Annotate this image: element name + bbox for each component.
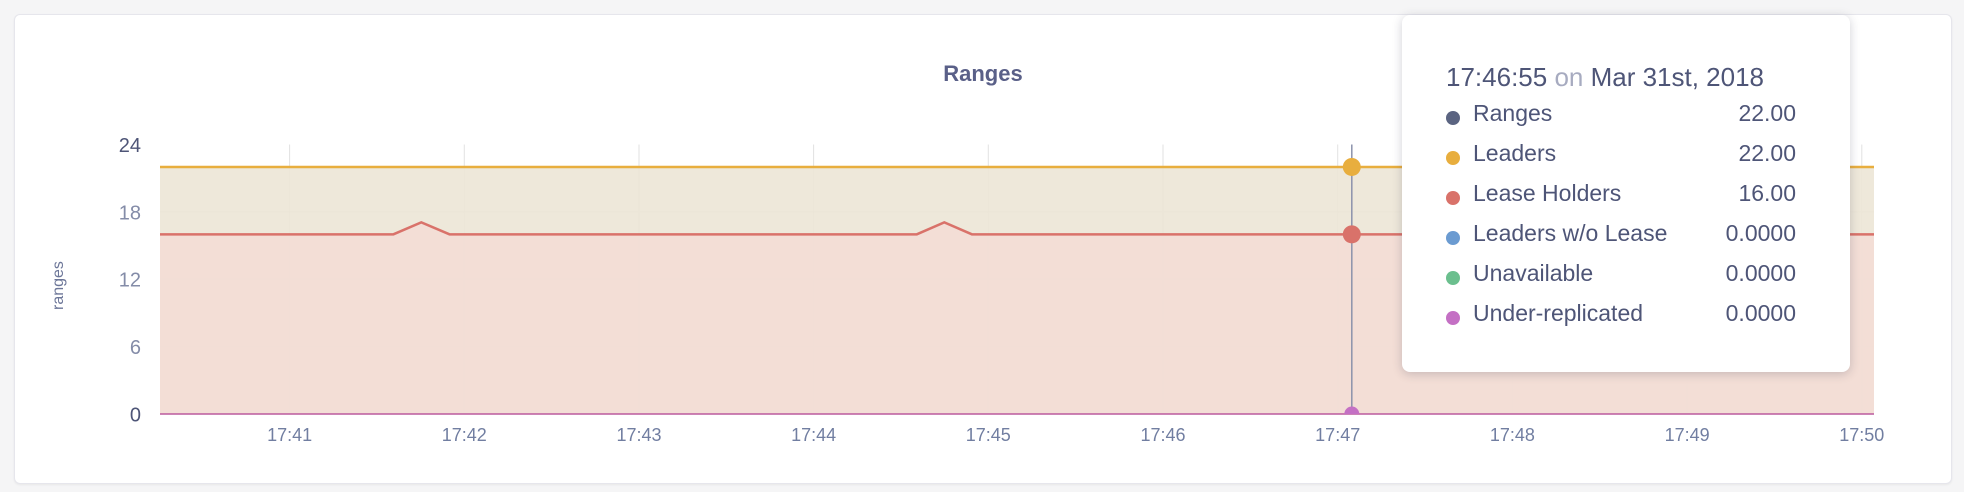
svg-text:6: 6 — [130, 337, 141, 359]
svg-text:17:47: 17:47 — [1315, 425, 1360, 445]
svg-text:17:49: 17:49 — [1665, 425, 1710, 445]
svg-text:17:42: 17:42 — [442, 425, 487, 445]
svg-text:17:45: 17:45 — [966, 425, 1011, 445]
svg-text:17:48: 17:48 — [1490, 425, 1535, 445]
svg-text:17:44: 17:44 — [791, 425, 836, 445]
svg-text:17:43: 17:43 — [616, 425, 661, 445]
svg-text:17:50: 17:50 — [1839, 425, 1884, 445]
svg-text:12: 12 — [119, 270, 141, 292]
svg-text:0: 0 — [130, 405, 141, 427]
svg-text:17:41: 17:41 — [267, 425, 312, 445]
svg-text:17:46: 17:46 — [1140, 425, 1185, 445]
svg-text:18: 18 — [119, 202, 141, 224]
svg-text:24: 24 — [119, 135, 141, 157]
